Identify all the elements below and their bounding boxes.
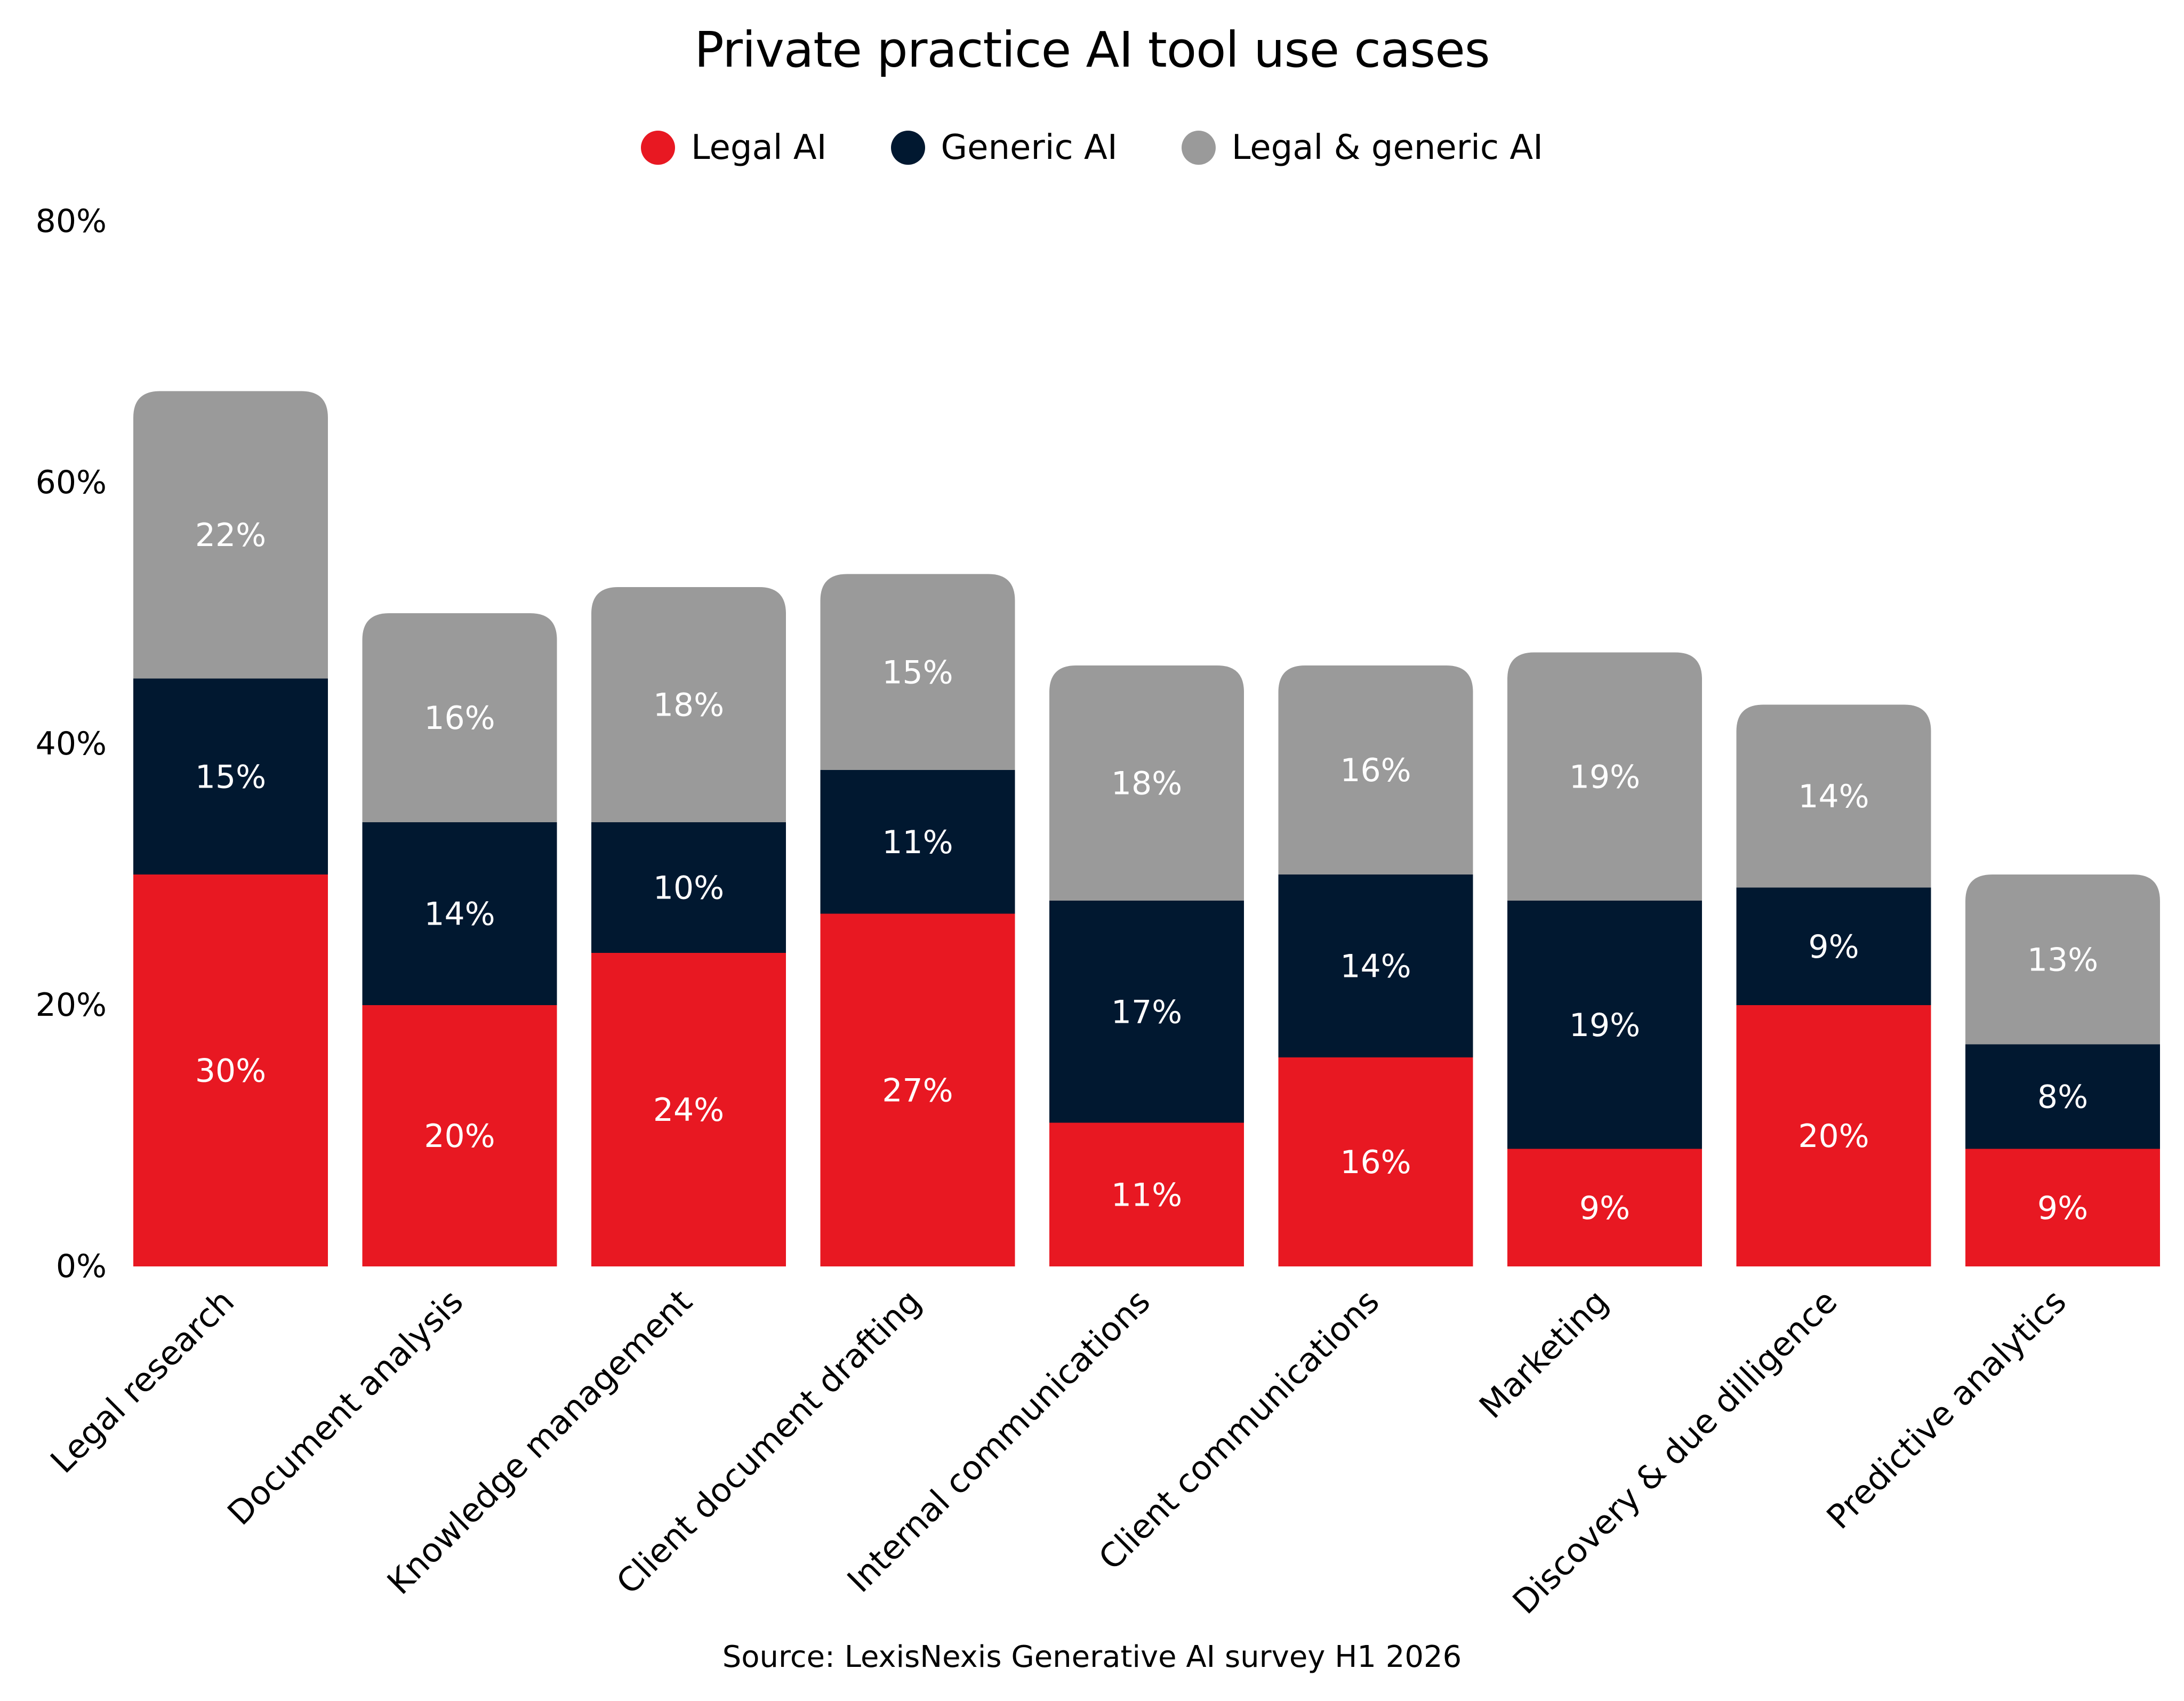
bar-segment (820, 770, 1015, 914)
legend-item-legal-ai: Legal AI (640, 128, 827, 167)
bar-segment (133, 678, 328, 874)
y-tick-label: 20% (36, 986, 107, 1024)
data-label: 24% (653, 1092, 724, 1129)
data-label: 16% (1340, 752, 1411, 789)
data-label: 20% (424, 1118, 495, 1155)
data-label: 15% (882, 654, 953, 691)
bar-stack: 24% 10% 18% (591, 587, 786, 1266)
legend: Legal AI Generic AI Legal & generic AI (0, 128, 2184, 167)
bar-segment (133, 391, 328, 679)
bar-stack: 20% 9% 14% (1736, 704, 1931, 1266)
data-label: 16% (1340, 1144, 1411, 1181)
data-label: 19% (1569, 758, 1640, 796)
data-label: 30% (195, 1053, 266, 1090)
bars: 30%15%22%20%14%16%24%10%18%27%11%15%11%1… (133, 391, 2160, 1266)
bar-segment (362, 822, 557, 1005)
bar-segment (1507, 1149, 1702, 1266)
y-axis: 0% 20% 40% 60% 80% (36, 203, 107, 1285)
legend-item-generic-ai: Generic AI (890, 128, 1118, 167)
bar-segment (1278, 665, 1473, 874)
bar-stack: 9% 19% 19% (1507, 652, 1702, 1266)
bar-segment (591, 587, 786, 822)
legend-label: Legal & generic AI (1231, 128, 1544, 167)
data-label: 11% (1111, 1176, 1182, 1214)
chart-title: Private practice AI tool use cases (694, 21, 1490, 78)
legend-swatch-legal-generic-ai-icon (1181, 131, 1216, 165)
legend-item-legal-generic-ai: Legal & generic AI (1181, 128, 1544, 167)
data-label: 17% (1111, 993, 1182, 1031)
data-label: 8% (2037, 1079, 2088, 1116)
y-tick-label: 60% (36, 464, 107, 501)
legend-swatch-generic-ai-icon (890, 131, 925, 165)
bar-segment (1049, 1122, 1244, 1266)
x-tick-label: Marketing (1472, 1282, 1616, 1426)
bar-segment (1736, 1005, 1931, 1266)
data-label: 14% (1340, 948, 1411, 985)
data-label: 13% (2027, 941, 2098, 978)
legend-label: Generic AI (941, 128, 1118, 167)
bar-segment (591, 953, 786, 1266)
bar-stack: 16% 14% 16% (1278, 665, 1473, 1266)
data-label: 11% (882, 824, 953, 861)
bar-segment (1965, 1044, 2160, 1149)
data-label: 16% (424, 700, 495, 737)
x-tick-label: Predictive analytics (1819, 1282, 2074, 1537)
data-label: 18% (653, 687, 724, 724)
data-label: 20% (1798, 1118, 1869, 1155)
data-label: 22% (195, 517, 266, 554)
legend-label: Legal AI (690, 128, 827, 167)
data-label: 14% (1798, 778, 1869, 815)
data-label: 19% (1569, 1007, 1640, 1044)
bar-segment (591, 822, 786, 953)
bar-stack: 20% 14% 16% (362, 613, 557, 1266)
data-label: 15% (195, 758, 266, 796)
bar-stack: 11% 17% 18% (1049, 665, 1244, 1266)
y-tick-label: 40% (36, 725, 107, 763)
bar-segment (1965, 1149, 2160, 1266)
bar-segment (820, 574, 1015, 770)
bar-segment (1736, 887, 1931, 1005)
data-label: 9% (1808, 928, 1859, 966)
data-label: 18% (1111, 765, 1182, 803)
data-label: 9% (2037, 1190, 2088, 1227)
bar-segment (1278, 874, 1473, 1057)
bar-stack: 30% 15% 22% (133, 391, 328, 1266)
bar-segment (1278, 1057, 1473, 1266)
source-note: Source: LexisNexis Generative AI survey … (722, 1640, 1462, 1674)
x-tick-label: Legal research (43, 1282, 242, 1481)
bar-segment (362, 613, 557, 822)
legend-swatch-legal-ai-icon (640, 131, 675, 165)
bar-segment (1507, 652, 1702, 901)
bar-segment (1049, 901, 1244, 1123)
bar-segment (1049, 665, 1244, 901)
data-label: 10% (653, 870, 724, 907)
bar-segment (820, 913, 1015, 1266)
bar-stack: 9% 8% 13% (1965, 874, 2160, 1266)
bar-segment (133, 874, 328, 1266)
bar-stack: 27% 11% 15% (820, 574, 1015, 1266)
data-label: 9% (1579, 1190, 1630, 1227)
bar-segment (1507, 901, 1702, 1149)
data-label: 27% (882, 1072, 953, 1109)
bar-segment (1736, 704, 1931, 888)
y-tick-label: 0% (56, 1248, 107, 1285)
y-tick-label: 80% (36, 203, 107, 240)
data-label: 14% (424, 896, 495, 933)
bar-segment (1965, 874, 2160, 1045)
bar-segment (362, 1005, 557, 1266)
x-tick-label: Document analysis (220, 1282, 470, 1532)
